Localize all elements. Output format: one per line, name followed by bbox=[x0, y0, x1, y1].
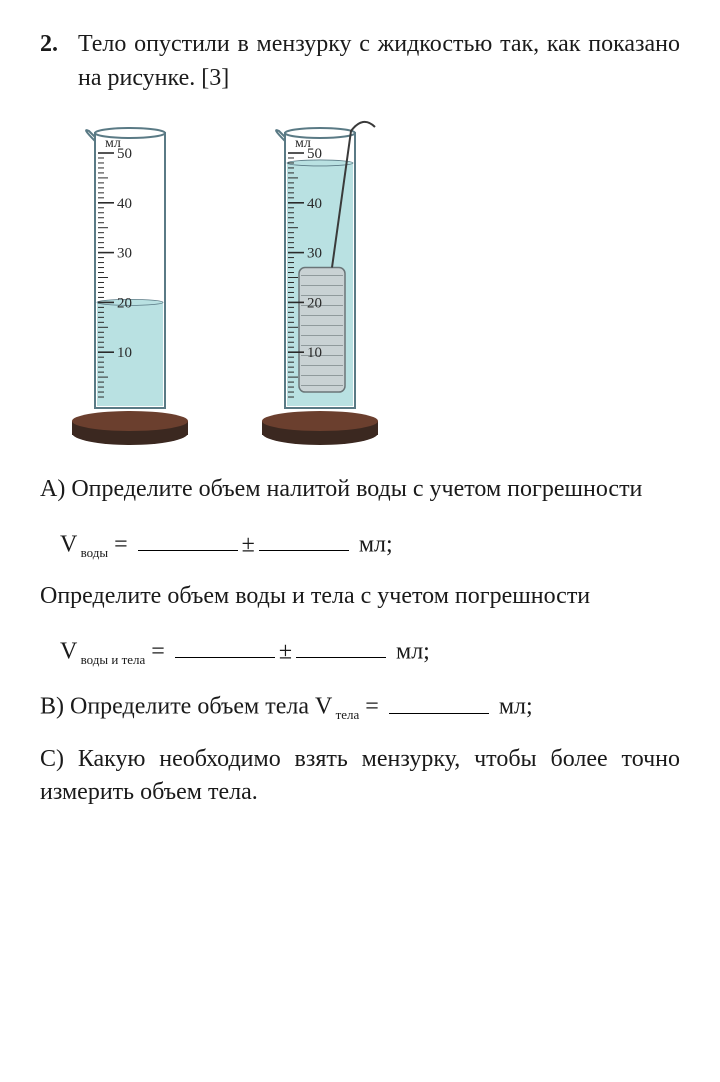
formula-symbol: V bbox=[60, 638, 77, 664]
svg-text:10: 10 bbox=[307, 345, 322, 361]
eq: = bbox=[145, 638, 171, 664]
eq: = bbox=[108, 531, 134, 557]
formula-sub: воды bbox=[77, 545, 108, 560]
svg-text:10: 10 bbox=[117, 345, 132, 361]
part-b-pre: B) Определите объем тела V bbox=[40, 694, 332, 720]
eq: = bbox=[359, 694, 385, 720]
blank-field bbox=[138, 525, 238, 551]
unit: мл; bbox=[493, 694, 533, 720]
blank-field bbox=[259, 525, 349, 551]
problem-heading: 2. Тело опустили в мензурку с жидкостью … bbox=[40, 28, 680, 95]
part-a2-text: Определите объем воды и тела с учетом по… bbox=[40, 580, 680, 614]
svg-text:30: 30 bbox=[307, 246, 322, 262]
svg-text:50: 50 bbox=[307, 146, 322, 162]
blank-field bbox=[175, 632, 275, 658]
part-b: B) Определите объем тела V тела = мл; bbox=[40, 687, 680, 724]
blank-field bbox=[389, 687, 489, 713]
cylinder-right: мл1020304050 bbox=[240, 113, 390, 453]
part-a-text: А) Определите объем налитой воды с учето… bbox=[40, 473, 680, 507]
formula-v-water: V воды = ± мл; bbox=[60, 525, 680, 562]
pm: ± bbox=[242, 531, 255, 557]
part-b-sub: тела bbox=[332, 707, 359, 722]
svg-text:20: 20 bbox=[117, 296, 132, 312]
svg-text:40: 40 bbox=[117, 196, 132, 212]
part-c-text: С) Какую необходимо взять мензурку, чтоб… bbox=[40, 743, 680, 810]
problem-statement: Тело опустили в мензурку с жидкостью так… bbox=[78, 28, 680, 95]
unit: мл; bbox=[353, 531, 393, 557]
formula-v-water-body: V воды и тела = ± мл; bbox=[60, 632, 680, 669]
problem-number: 2. bbox=[40, 28, 66, 62]
svg-text:50: 50 bbox=[117, 146, 132, 162]
cylinder-left: мл1020304050 bbox=[50, 113, 200, 453]
formula-symbol: V bbox=[60, 531, 77, 557]
svg-text:20: 20 bbox=[307, 296, 322, 312]
svg-text:30: 30 bbox=[117, 246, 132, 262]
pm: ± bbox=[279, 638, 292, 664]
blank-field bbox=[296, 632, 386, 658]
svg-text:40: 40 bbox=[307, 196, 322, 212]
cylinders-figure: мл1020304050 мл1020304050 bbox=[50, 113, 680, 453]
unit: мл; bbox=[390, 638, 430, 664]
formula-sub: воды и тела bbox=[77, 652, 145, 667]
